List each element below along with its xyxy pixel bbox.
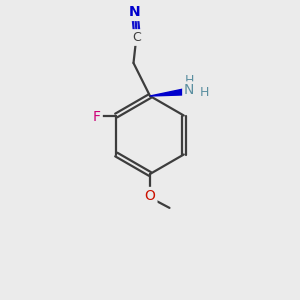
Polygon shape — [150, 88, 188, 96]
Text: F: F — [93, 110, 101, 124]
Text: N: N — [129, 5, 141, 19]
Text: H: H — [199, 86, 209, 100]
Text: H: H — [184, 74, 194, 87]
Text: O: O — [145, 189, 155, 203]
Text: C: C — [132, 31, 141, 44]
Text: N: N — [184, 83, 194, 97]
